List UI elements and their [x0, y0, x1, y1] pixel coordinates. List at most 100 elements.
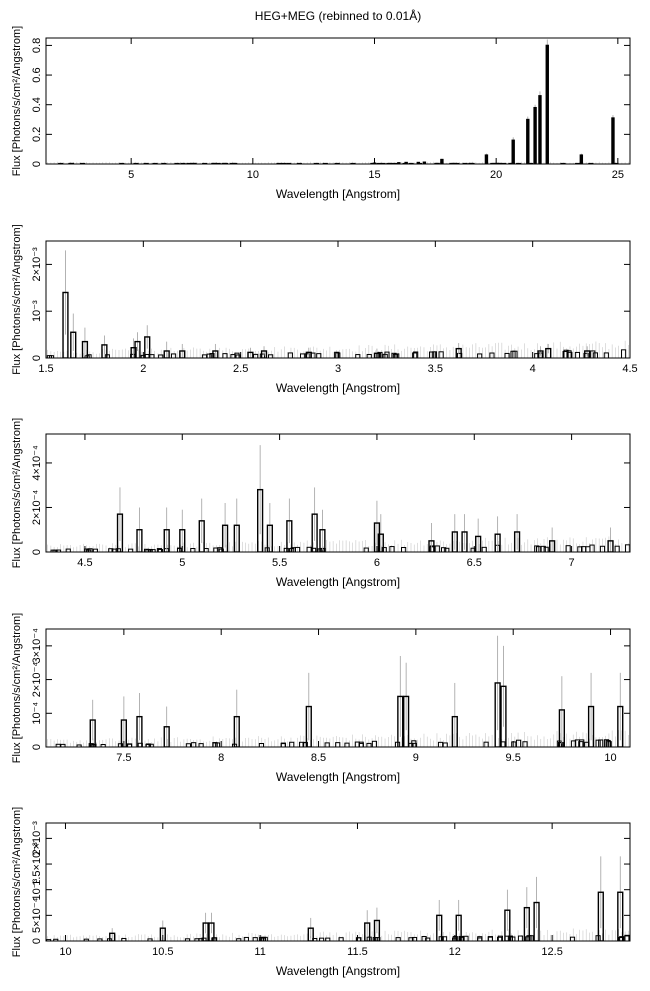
x-tick-label: 12: [449, 946, 461, 958]
x-tick-label: 8.5: [311, 752, 326, 764]
y-tick-label: 2×10⁻³: [31, 247, 43, 282]
data-bar: [221, 524, 229, 552]
continuum-bin: [625, 544, 630, 552]
y-tick-label: 0.2: [31, 127, 43, 142]
continuum-bin: [198, 743, 204, 747]
data-bar: [62, 291, 69, 358]
data-bar: [233, 524, 240, 552]
continuum-bin: [497, 936, 503, 941]
continuum-bin: [459, 936, 465, 941]
continuum-bin: [206, 353, 212, 358]
continuum-bin: [170, 353, 177, 358]
continuum-bin: [411, 742, 417, 747]
x-tick-label: 11: [254, 946, 265, 958]
x-axis-label: Wavelength [Angstrom]: [276, 964, 400, 978]
continuum-bin: [412, 352, 418, 358]
continuum-bin: [483, 741, 489, 747]
y-tick-label: 5×10⁻⁴: [31, 897, 43, 933]
continuum-bin: [243, 936, 249, 941]
continuum-bin: [55, 549, 62, 552]
continuum-bin: [377, 351, 383, 358]
continuum-bin: [201, 937, 207, 941]
continuum-bin: [437, 741, 444, 747]
x-tick-label: 4.5: [77, 557, 92, 569]
continuum-bin: [149, 354, 155, 358]
continuum-bin: [477, 353, 483, 358]
continuum-bin: [411, 936, 418, 941]
x-tick-label: 7: [569, 557, 575, 569]
data-bar: [455, 347, 462, 358]
continuum-bin: [534, 353, 540, 358]
data-bar: [373, 352, 381, 358]
chart-panel-1: 5 10 15 20 25 0 0.2 0.4 0.6 0.8 Wavelength [Angstr…: [11, 26, 631, 201]
data-bar: [545, 347, 552, 358]
continuum-bin: [515, 739, 522, 747]
continuum-bin: [147, 938, 153, 941]
continuum-bin: [624, 934, 630, 941]
continuum-bin: [522, 741, 528, 747]
x-tick-label: 1.5: [38, 363, 53, 375]
data-bar: [212, 350, 219, 358]
x-tick-label: 3.5: [428, 363, 443, 375]
continuum-bin: [442, 742, 448, 747]
continuum-bin: [150, 549, 156, 552]
y-axis-label: Flux [Photons/s/cm²/Angstrom]: [11, 613, 23, 763]
continuum-bin: [260, 936, 266, 941]
data-bar: [266, 524, 273, 552]
continuum-bin: [603, 739, 610, 747]
data-bar: [436, 914, 443, 941]
x-axis-label: Wavelength [Angstrom]: [276, 187, 400, 201]
continuum-bin: [569, 936, 576, 941]
continuum-bin: [191, 742, 197, 747]
data-bar: [579, 154, 584, 164]
data-bar: [584, 350, 591, 358]
continuum-bin: [363, 547, 369, 552]
data-bar: [533, 106, 537, 164]
continuum-bin: [344, 742, 350, 747]
data-bar: [198, 520, 205, 552]
data-bar: [144, 336, 151, 358]
continuum-bin: [366, 353, 372, 358]
continuum-bin: [334, 351, 340, 358]
data-bar: [130, 347, 137, 358]
data-bar: [440, 158, 444, 164]
y-axis-label: Flux [Photons/s/cm²/Angstrom]: [11, 807, 23, 957]
data-bar: [475, 535, 482, 552]
x-tick-label: 10: [59, 946, 71, 958]
x-tick-label: 12.5: [541, 946, 562, 958]
continuum-bin: [434, 545, 440, 552]
y-tick-label: 4×10⁻⁴: [31, 445, 43, 481]
chart-panel-3: 4.5 5 5.5 6 6.5 7 0 2×10⁻⁴ 4×10⁻⁴ Wavelength [Ang…: [11, 418, 631, 589]
continuum-bin: [280, 742, 286, 747]
continuum-bin: [425, 937, 431, 941]
continuum-bin: [83, 938, 89, 941]
data-bar: [70, 331, 77, 358]
continuum-bin: [88, 743, 94, 747]
continuum-bin: [392, 353, 399, 358]
data-bar: [403, 695, 410, 747]
continuum-bin: [222, 353, 228, 358]
continuum-bin: [595, 739, 601, 747]
continuum-bin: [218, 548, 224, 552]
continuum-bin: [431, 351, 437, 358]
data-bar: [511, 139, 515, 164]
y-tick-label: 0.4: [31, 97, 43, 112]
data-bar: [455, 914, 462, 941]
continuum-bin: [325, 937, 331, 941]
data-bar: [461, 531, 468, 552]
continuum-bin: [428, 351, 435, 358]
y-tick-label: 10⁻³: [31, 879, 43, 901]
continuum-bin: [620, 349, 627, 358]
continuum-bin: [302, 741, 308, 747]
x-tick-label: 8: [218, 752, 224, 764]
y-axis-label: Flux [Photons/s/cm²/Angstrom]: [11, 418, 23, 568]
x-tick-label: 3: [335, 363, 341, 375]
data-bar: [451, 531, 458, 552]
plot-frame: [45, 37, 631, 165]
x-tick-label: 4.5: [622, 363, 637, 375]
continuum-bin: [236, 938, 242, 941]
data-bar: [397, 695, 404, 747]
y-tick-label: 1.5×10⁻³: [31, 842, 43, 886]
continuum-bin: [497, 935, 503, 941]
